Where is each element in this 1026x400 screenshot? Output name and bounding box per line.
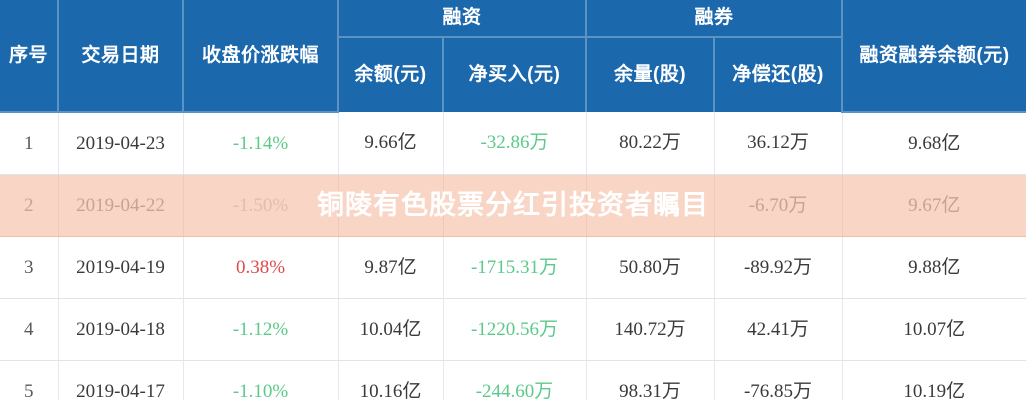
col-header-group-financing: 融资 <box>338 0 588 38</box>
cell-lending-net-repay: 42.41万 <box>714 298 843 361</box>
cell-seq: 5 <box>0 360 59 400</box>
cell-lending-balance: 50.80万 <box>586 236 715 299</box>
table-row[interactable]: 1 2019-04-23 -1.14% 9.66亿 -32.86万 80.22万 36.12… <box>0 112 1026 175</box>
cell-close-change: -1.12% <box>183 298 339 361</box>
table-body: 1 2019-04-23 -1.14% 9.66亿 -32.86万 80.22万 36.12… <box>0 112 1026 400</box>
table-row[interactable]: 2 2019-04-22 -1.50% -6.70万 9.67亿 <box>0 174 1026 237</box>
cell-close-change: -1.10% <box>183 360 339 400</box>
cell-financing-net-buy: -1715.31万 <box>443 236 587 299</box>
cell-financing-balance: 9.87亿 <box>338 236 444 299</box>
cell-close-change: 0.38% <box>183 236 339 299</box>
col-header-lending-balance: 余量(股) <box>586 37 716 112</box>
cell-lending-net-repay: -76.85万 <box>714 360 843 400</box>
cell-trade-date: 2019-04-18 <box>58 298 184 361</box>
col-header-financing-balance: 余额(元) <box>338 37 444 112</box>
cell-trade-date: 2019-04-17 <box>58 360 184 400</box>
header-sub-row: 余额(元) 净买入(元) 余量(股) 净偿还(股) <box>0 37 1026 112</box>
cell-financing-net-buy: -244.60万 <box>443 360 587 400</box>
cell-lending-net-repay: -89.92万 <box>714 236 843 299</box>
col-header-financing-net-buy: 净买入(元) <box>443 37 588 112</box>
cell-seq: 2 <box>0 174 59 237</box>
col-header-trade-date: 交易日期 <box>58 0 184 113</box>
cell-lending-balance: 98.31万 <box>586 360 715 400</box>
table-row[interactable]: 3 2019-04-19 0.38% 9.87亿 -1715.31万 50.80万 -89.… <box>0 236 1026 299</box>
cell-total-balance: 9.68亿 <box>842 112 1026 175</box>
cell-seq: 4 <box>0 298 59 361</box>
cell-financing-balance: 10.04亿 <box>338 298 444 361</box>
cell-lending-net-repay: -6.70万 <box>714 174 843 237</box>
cell-lending-balance: 140.72万 <box>586 298 715 361</box>
cell-total-balance: 9.67亿 <box>842 174 1026 237</box>
cell-lending-balance <box>586 174 715 237</box>
col-header-total-balance: 融资融券余额(元) <box>842 0 1026 113</box>
cell-trade-date: 2019-04-23 <box>58 112 184 175</box>
cell-financing-balance: 9.66亿 <box>338 112 444 175</box>
cell-financing-net-buy: -1220.56万 <box>443 298 587 361</box>
table-header: 序号 交易日期 收盘价涨跌幅 融资 融券 融资融券余额(元) 余额(元) 净买入… <box>0 0 1026 113</box>
cell-financing-net-buy: -32.86万 <box>443 112 587 175</box>
col-header-close-change: 收盘价涨跌幅 <box>183 0 339 113</box>
cell-seq: 1 <box>0 112 59 175</box>
table-row[interactable]: 4 2019-04-18 -1.12% 10.04亿 -1220.56万 140.72万 4… <box>0 298 1026 361</box>
cell-lending-net-repay: 36.12万 <box>714 112 843 175</box>
cell-trade-date: 2019-04-22 <box>58 174 184 237</box>
cell-seq: 3 <box>0 236 59 299</box>
cell-financing-balance <box>338 174 444 237</box>
col-header-lending-net-repay: 净偿还(股) <box>714 37 844 112</box>
cell-close-change: -1.14% <box>183 112 339 175</box>
cell-lending-balance: 80.22万 <box>586 112 715 175</box>
cell-total-balance: 9.88亿 <box>842 236 1026 299</box>
cell-total-balance: 10.07亿 <box>842 298 1026 361</box>
table-row[interactable]: 5 2019-04-17 -1.10% 10.16亿 -244.60万 98.31万 -76… <box>0 360 1026 400</box>
cell-financing-net-buy <box>443 174 587 237</box>
header-group-row: 序号 交易日期 收盘价涨跌幅 融资 融券 融资融券余额(元) <box>0 0 1026 113</box>
cell-total-balance: 10.19亿 <box>903 380 966 400</box>
col-header-group-securities-lending: 融券 <box>586 0 844 38</box>
cell-trade-date: 2019-04-19 <box>58 236 184 299</box>
cell-close-change: -1.50% <box>183 174 339 237</box>
col-header-seq: 序号 <box>0 0 59 113</box>
cell-financing-balance: 10.16亿 <box>338 360 444 400</box>
